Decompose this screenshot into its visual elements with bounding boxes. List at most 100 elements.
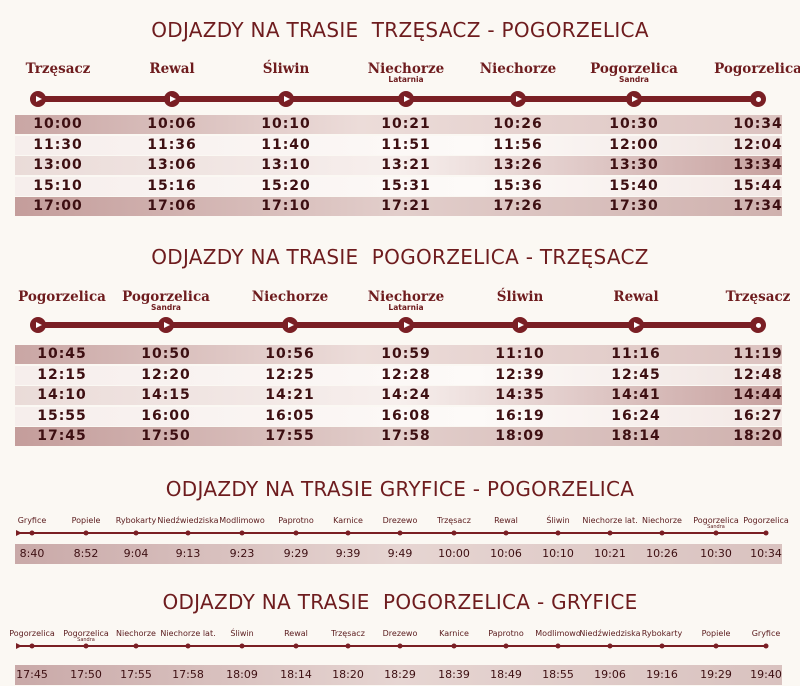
time-cell: 16:27 [733, 407, 783, 424]
time-cell: 10:45 [37, 346, 87, 362]
stop-name: Niedźwiedziska [157, 516, 219, 525]
stop-label: Rybokarty [642, 629, 682, 638]
time-cell: 15:20 [261, 177, 311, 194]
time-cell: 12:25 [265, 366, 315, 383]
time-cell: 14:41 [611, 387, 661, 403]
stop-arrow-icon [30, 317, 46, 333]
stop-label: Śliwin [230, 629, 253, 638]
stop-label: Popiele [702, 629, 731, 638]
time-cell: 19:06 [594, 668, 626, 681]
time-cell: 11:16 [611, 346, 661, 362]
stop-label: Pogorzelica Sandra [590, 62, 678, 84]
time-cell: 12:45 [611, 366, 661, 383]
stop-dot-icon [503, 643, 509, 649]
stop-label: Karnice [333, 516, 363, 525]
time-cell: 11:19 [733, 346, 783, 362]
stop-name: Trzęsacz [331, 629, 365, 638]
time-cell: 10:00 [33, 116, 83, 132]
time-cell: 15:55 [37, 407, 87, 424]
time-cell: 17:45 [37, 428, 87, 444]
time-cell: 9:04 [123, 547, 149, 560]
stop-dot-icon [29, 643, 35, 649]
stop-dot-icon [29, 530, 35, 536]
stop-name: Niechorze [367, 61, 445, 77]
time-cell: 13:00 [33, 157, 83, 173]
stop-label: Rewal [494, 516, 518, 525]
stop-name: Pogorzelica [9, 629, 55, 638]
time-cell: 17:50 [141, 428, 191, 444]
stop-label: Niechorze lat. [582, 516, 637, 525]
table-row: 10:00 10:06 10:10 10:21 10:26 10:30 10:34 [15, 115, 782, 134]
start-arrow-icon [16, 530, 22, 536]
table-row: 17:45 17:50 17:55 17:58 18:09 18:14 18:20 [15, 427, 782, 446]
time-cell: 10:00 [438, 547, 470, 560]
stop-label: Śliwin [497, 290, 544, 304]
time-cell: 17:10 [261, 198, 311, 214]
stop-label: Rewal [149, 62, 194, 76]
stop-dot-icon [185, 530, 191, 536]
time-cell: 10:50 [141, 346, 191, 362]
time-cell: 13:10 [261, 157, 311, 173]
time-cell: 12:39 [495, 366, 545, 383]
stop-label: Trzęsacz [437, 516, 471, 525]
stop-label: Modlimowo [219, 516, 264, 525]
stop-label: Rewal [613, 290, 658, 304]
time-cell: 13:30 [609, 157, 659, 173]
stop-label: Niechorze [116, 629, 156, 638]
section-title: ODJAZDY NA TRASIE POGORZELICA - TRZĘSACZ [151, 245, 649, 269]
time-cell: 10:06 [147, 116, 197, 132]
time-cell: 14:15 [141, 387, 191, 403]
stop-label: Niedźwiedziska [157, 516, 218, 525]
stop-dot-icon [451, 643, 457, 649]
stop-name: Karnice [439, 629, 469, 638]
stop-name: Pogorzelica [743, 516, 789, 525]
stop-sublabel: Sandra [77, 637, 95, 643]
stop-dot-icon [763, 643, 769, 649]
stop-dot-icon [83, 643, 89, 649]
time-cell: 17:30 [609, 198, 659, 214]
stop-name: Paprotno [488, 629, 524, 638]
stop-label: Pogorzelica [18, 290, 106, 304]
time-cell: 10:30 [700, 547, 732, 560]
table-row: 15:10 15:16 15:20 15:31 15:36 15:40 15:44 [15, 176, 783, 196]
stop-dot-icon [239, 643, 245, 649]
route-line [30, 322, 758, 328]
terminus-stop-icon [750, 91, 766, 107]
stop-arrow-icon [158, 317, 174, 333]
stop-dot-icon [607, 643, 613, 649]
time-cell: 9:23 [229, 547, 255, 560]
time-cell: 15:44 [733, 177, 783, 194]
stop-name: Karnice [333, 516, 363, 525]
time-cell: 13:21 [381, 157, 431, 173]
stop-label: Trzęsacz [26, 62, 91, 76]
section-title: ODJAZDY NA TRASIE TRZĘSACZ - POGORZELICA [151, 18, 649, 42]
stop-name: Drezewo [382, 516, 418, 525]
time-cell: 17:50 [70, 668, 102, 681]
stop-label: Rybokarty [116, 516, 156, 525]
time-cell: 18:29 [384, 668, 416, 681]
stop-label: Pogorzelica Sandra [122, 290, 210, 312]
stop-label: Paprotno [488, 629, 524, 638]
stop-label: Rewal [284, 629, 308, 638]
table-row: 17:00 17:06 17:10 17:21 17:26 17:30 17:34 [15, 197, 782, 216]
time-cell: 10:56 [265, 346, 315, 362]
time-cell: 17:55 [265, 428, 315, 444]
time-cell: 11:36 [147, 136, 197, 153]
time-cell: 15:40 [609, 177, 659, 194]
stop-label: Pogorzelica [743, 516, 789, 525]
stop-label: Pogorzelica Sandra [693, 516, 739, 530]
table-row: 14:10 14:15 14:21 14:24 14:35 14:41 14:44 [15, 386, 782, 405]
table-row: 10:45 10:50 10:56 10:59 11:10 11:16 11:19 [15, 345, 782, 364]
time-cell: 10:10 [542, 547, 574, 560]
time-cell: 12:48 [733, 366, 783, 383]
stop-name: Rewal [149, 61, 195, 77]
stop-arrow-icon [626, 91, 642, 107]
stop-name: Niedźwiedziska [579, 629, 641, 638]
stop-name: Trzęsacz [25, 61, 91, 77]
stop-label: Drezewo [383, 516, 418, 525]
stop-dot-icon [185, 643, 191, 649]
time-cell: 13:26 [493, 157, 543, 173]
time-cell: 12:15 [37, 366, 87, 383]
stop-dot-icon [133, 643, 139, 649]
time-cell: 11:56 [493, 136, 543, 153]
